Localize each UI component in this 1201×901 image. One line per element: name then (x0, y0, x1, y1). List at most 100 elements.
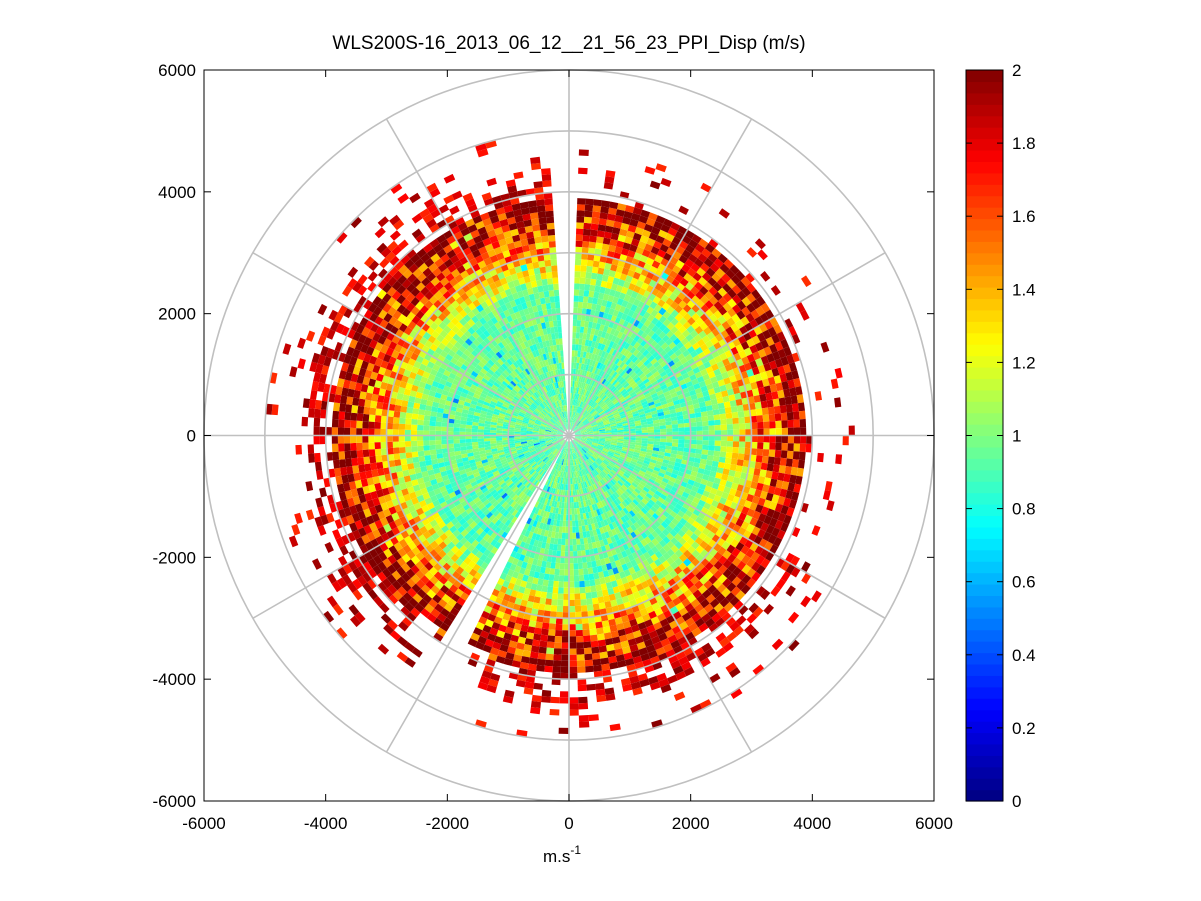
data-cell (609, 624, 618, 633)
data-cell (673, 566, 683, 575)
data-cell (583, 647, 592, 655)
data-cell (617, 440, 624, 444)
data-cell (491, 588, 500, 597)
data-cell (606, 353, 612, 361)
data-cell (582, 382, 586, 390)
data-cell (525, 675, 536, 683)
data-cell (601, 274, 609, 282)
data-cell (467, 638, 478, 647)
data-cell (704, 553, 714, 562)
data-cell (577, 314, 582, 321)
data-cell (648, 251, 657, 261)
data-cell (613, 642, 622, 650)
data-cell (454, 521, 462, 530)
data-cell (508, 473, 515, 479)
data-cell (671, 518, 680, 526)
data-cell (505, 496, 512, 504)
data-cell (600, 520, 606, 528)
data-cell (402, 616, 413, 627)
data-cell (629, 484, 637, 491)
plot-area: -6000 -4000 -2000 0 2000 4000 6000 60004000200… (153, 61, 953, 833)
data-cell (499, 507, 507, 515)
data-cell (578, 167, 588, 175)
data-cell (634, 505, 641, 513)
data-cell (610, 315, 617, 323)
data-cell (545, 439, 552, 442)
data-cell (626, 454, 633, 459)
data-cell (626, 386, 633, 393)
data-cell (785, 371, 794, 381)
data-cell (481, 610, 490, 620)
data-cell (487, 457, 494, 462)
data-cell (436, 612, 447, 623)
data-cell (769, 383, 778, 393)
data-cell (677, 570, 687, 580)
data-cell (574, 431, 581, 434)
data-cell (697, 608, 708, 618)
data-cell (658, 484, 666, 491)
data-cell (441, 490, 449, 497)
data-cell (705, 497, 714, 505)
data-cell (714, 507, 723, 516)
data-cell (463, 556, 472, 566)
data-cell (591, 560, 597, 568)
data-cell (578, 442, 585, 447)
data-cell (678, 325, 687, 334)
data-cell (376, 489, 384, 498)
data-cell (563, 502, 567, 509)
data-cell (642, 475, 650, 482)
data-cell (565, 459, 568, 466)
data-cell (627, 553, 635, 562)
data-cell (580, 265, 587, 272)
data-cell (574, 374, 578, 382)
data-cell (672, 427, 679, 432)
data-cell (630, 585, 639, 594)
data-cell (571, 350, 575, 357)
data-cell (755, 408, 763, 416)
data-cell (557, 538, 562, 545)
data-cell (647, 423, 654, 428)
data-cell (606, 412, 613, 417)
data-cell (599, 255, 607, 263)
data-cell (597, 423, 604, 427)
data-cell (595, 418, 602, 423)
data-cell (611, 521, 618, 529)
data-cell (545, 598, 552, 606)
data-cell (603, 519, 609, 526)
data-cell (623, 429, 630, 432)
data-cell (594, 615, 602, 623)
data-cell (632, 655, 643, 664)
data-cell (640, 398, 647, 404)
data-cell (687, 562, 696, 572)
data-cell (605, 497, 611, 505)
data-cell (656, 290, 665, 300)
data-cell (604, 428, 612, 431)
data-cell (538, 553, 544, 561)
data-cell (577, 301, 583, 309)
data-cell (588, 407, 594, 413)
data-cell (383, 623, 394, 635)
data-cell (625, 358, 632, 366)
data-cell (548, 499, 553, 507)
data-cell (370, 490, 379, 500)
data-cell (586, 265, 593, 273)
data-cell (552, 494, 557, 501)
data-cell (604, 638, 614, 646)
data-cell (558, 458, 562, 465)
data-cell (358, 554, 368, 565)
data-cell (594, 285, 601, 293)
data-cell (591, 443, 598, 447)
data-cell (604, 440, 612, 443)
data-cell (763, 515, 773, 525)
data-cell (739, 435, 746, 442)
data-cell (557, 437, 564, 441)
data-cell (600, 614, 609, 622)
data-cell (652, 416, 659, 421)
data-cell (521, 469, 528, 475)
data-cell (535, 534, 541, 541)
data-cell (623, 431, 630, 434)
data-cell (763, 428, 770, 436)
data-cell (612, 277, 620, 285)
data-cell (606, 489, 612, 497)
data-cell (605, 439, 612, 442)
